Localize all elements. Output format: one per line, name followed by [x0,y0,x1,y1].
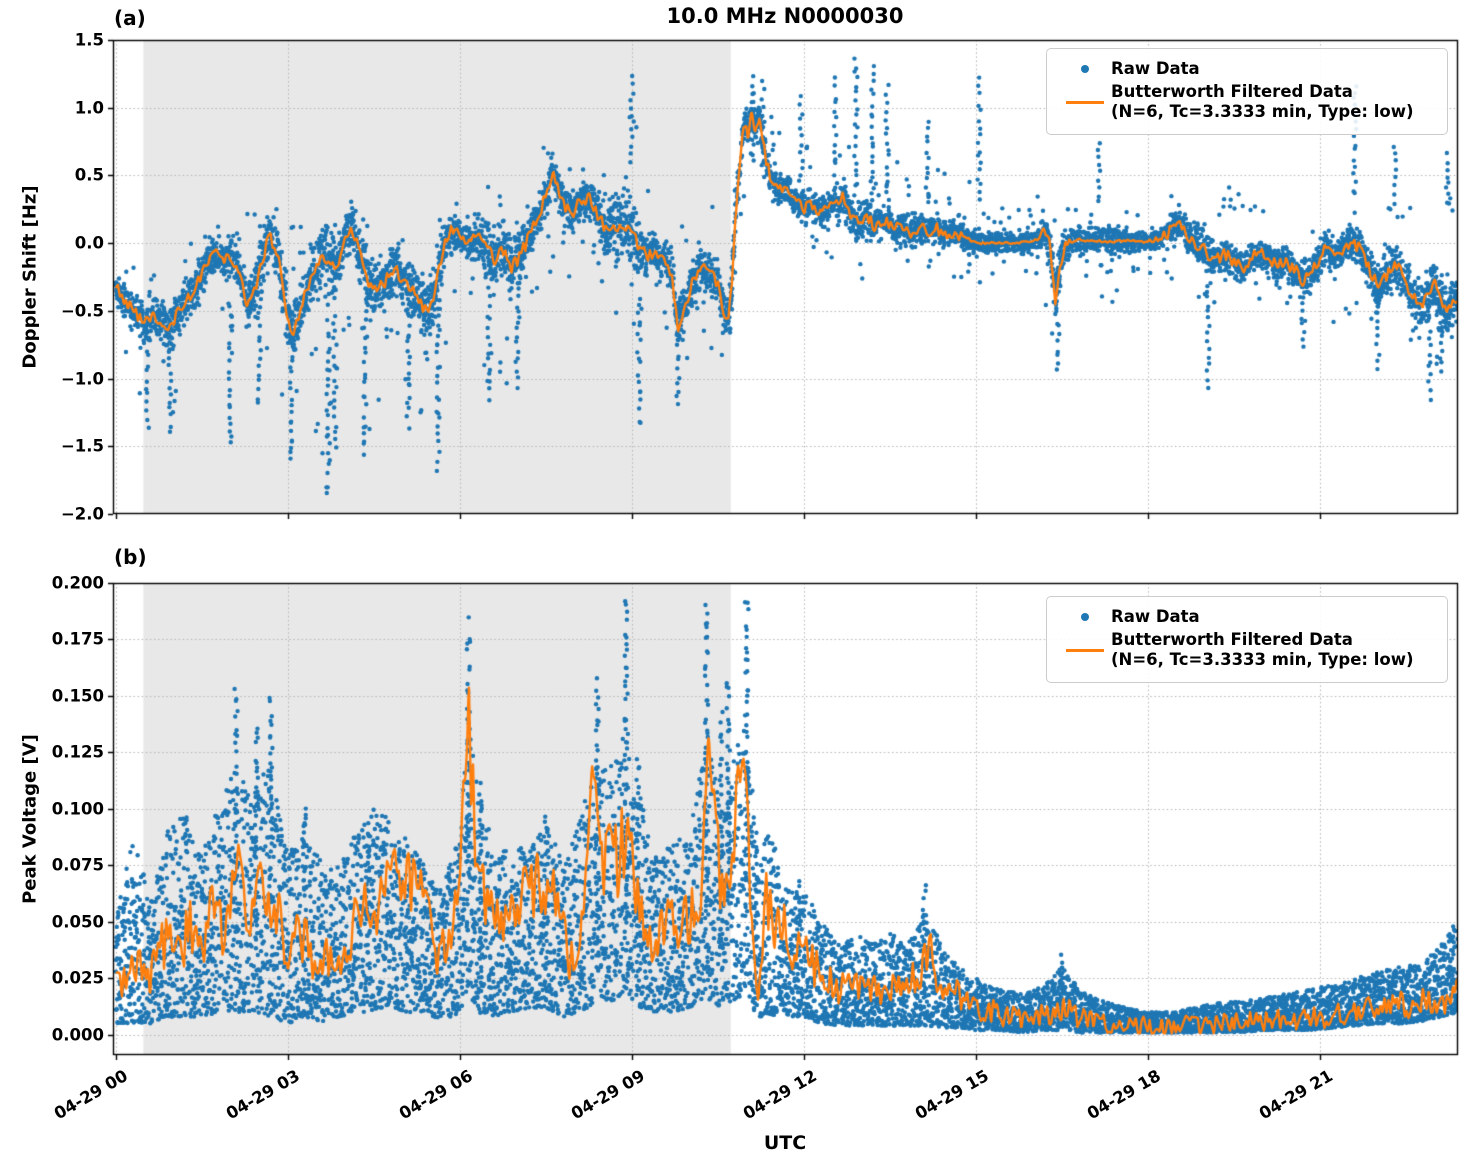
y-tick-label: 0.075 [51,855,104,875]
y-tick-label: 0.125 [51,742,104,762]
y-tick-label: 0.100 [51,799,104,819]
y-tick-label: −1.0 [60,369,104,389]
legend-entry-raw: Raw Data [1059,59,1435,80]
filtered-line-marker-icon [1066,100,1104,104]
legend-filtered-label-line2: (N=6, Tc=3.3333 min, Type: low) [1111,102,1414,122]
raw-data-marker-icon [1081,65,1089,74]
y-axis-label-a: Doppler Shift [Hz] [19,185,41,369]
y-tick-label: 0.0 [74,233,104,253]
legend-filtered-label-line1: Butterworth Filtered Data [1111,81,1353,101]
y-tick-label: 0.175 [51,629,104,649]
y-tick-label: 0.150 [51,686,104,706]
y-tick-label: 0.025 [51,968,104,988]
legend-filtered-label: Butterworth Filtered Data (N=6, Tc=3.333… [1111,82,1414,123]
y-tick-label: 0.050 [51,912,104,932]
legend-raw-label: Raw Data [1111,59,1200,78]
panel-a-label: (a) [114,6,146,30]
legend-raw-label: Raw Data [1111,607,1200,626]
legend-filtered-label: Butterworth Filtered Data (N=6, Tc=3.333… [1111,630,1414,671]
y-tick-label: −2.0 [60,504,104,524]
y-tick-label: 1.0 [74,98,104,118]
raw-data-marker-icon [1081,613,1089,622]
y-tick-label: 0.200 [51,573,104,593]
y-axis-label-b: Peak Voltage [V] [19,734,41,904]
chart-title: 10.0 MHz N0000030 [666,4,904,28]
y-tick-label: −0.5 [60,301,104,321]
panel-b-label: (b) [114,545,147,569]
y-tick-label: 0.5 [74,165,104,185]
y-tick-label: 0.000 [51,1025,104,1045]
x-axis-label: UTC [763,1132,807,1154]
y-tick-label: −1.5 [60,436,104,456]
y-tick-label: 1.5 [74,30,104,50]
filtered-line-marker-icon [1066,648,1104,652]
legend-entry-filtered: Butterworth Filtered Data (N=6, Tc=3.333… [1059,630,1435,671]
legend-a: Raw Data Butterworth Filtered Data (N=6,… [1046,48,1448,135]
legend-entry-filtered: Butterworth Filtered Data (N=6, Tc=3.333… [1059,82,1435,123]
legend-b: Raw Data Butterworth Filtered Data (N=6,… [1046,596,1448,683]
legend-filtered-label-line1: Butterworth Filtered Data [1111,629,1353,649]
legend-filtered-label-line2: (N=6, Tc=3.3333 min, Type: low) [1111,650,1414,670]
legend-entry-raw: Raw Data [1059,607,1435,628]
